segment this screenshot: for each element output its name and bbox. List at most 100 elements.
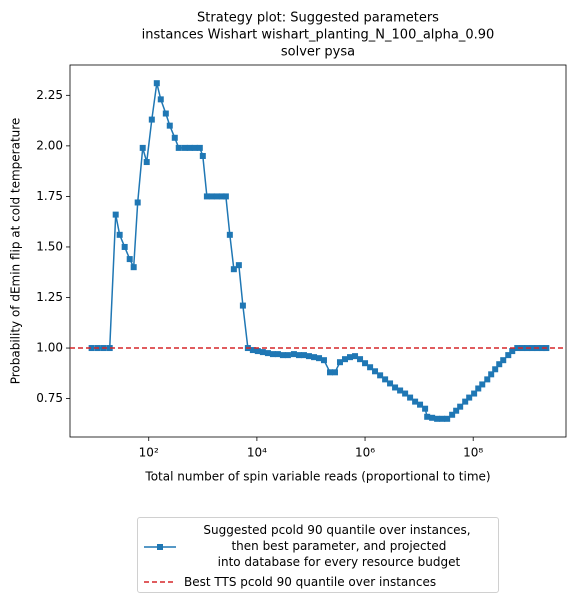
marker bbox=[121, 243, 128, 250]
marker bbox=[500, 357, 507, 364]
marker bbox=[392, 384, 399, 391]
legend-label: Best TTS pcold 90 quantile over instance… bbox=[184, 575, 437, 589]
y-tick-label: 2.00 bbox=[36, 138, 63, 152]
plot-frame bbox=[69, 64, 567, 438]
legend-symbols bbox=[144, 544, 176, 583]
marker bbox=[235, 262, 242, 269]
marker bbox=[88, 345, 95, 352]
marker bbox=[139, 144, 146, 151]
marker bbox=[316, 355, 323, 362]
chart-title: Strategy plot: Suggested parameters bbox=[197, 11, 439, 26]
x-axis-label: Total number of spin variable reads (pro… bbox=[144, 470, 490, 484]
marker bbox=[362, 360, 369, 367]
marker bbox=[372, 368, 379, 375]
marker bbox=[471, 390, 478, 397]
marker bbox=[230, 266, 237, 273]
y-tick-label: 2.25 bbox=[36, 88, 63, 102]
marker bbox=[352, 353, 359, 360]
legend-label: Suggested pcold 90 quantile over instanc… bbox=[203, 523, 471, 569]
marker bbox=[492, 366, 499, 373]
marker bbox=[249, 347, 256, 354]
marker bbox=[269, 351, 276, 358]
y-tick-label: 1.00 bbox=[36, 341, 63, 355]
marker bbox=[496, 361, 503, 368]
marker bbox=[162, 110, 169, 117]
marker bbox=[191, 144, 198, 151]
marker bbox=[357, 356, 364, 363]
marker bbox=[153, 80, 160, 87]
marker bbox=[331, 369, 338, 376]
marker bbox=[407, 394, 414, 401]
chart-title: solver pysa bbox=[281, 45, 355, 60]
marker bbox=[488, 371, 495, 378]
marker bbox=[327, 369, 334, 376]
marker bbox=[449, 411, 456, 418]
x-tick-label: 10² bbox=[139, 446, 159, 460]
marker bbox=[484, 376, 491, 383]
marker bbox=[259, 349, 266, 356]
marker bbox=[311, 354, 318, 361]
marker bbox=[342, 356, 349, 363]
legend: Suggested pcold 90 quantile over instanc… bbox=[137, 517, 499, 593]
marker bbox=[222, 193, 229, 200]
marker bbox=[175, 144, 182, 151]
marker bbox=[475, 385, 482, 392]
marker bbox=[397, 387, 404, 394]
marker bbox=[157, 96, 164, 103]
marker bbox=[300, 352, 307, 359]
marker bbox=[479, 381, 486, 388]
marker bbox=[279, 352, 286, 359]
marker bbox=[199, 152, 206, 159]
marker bbox=[181, 144, 188, 151]
marker bbox=[274, 351, 281, 358]
marker bbox=[462, 398, 469, 405]
marker bbox=[239, 302, 246, 309]
marker bbox=[284, 352, 291, 359]
x-tick-label: 10⁸ bbox=[463, 446, 483, 460]
marker bbox=[106, 345, 113, 352]
marker bbox=[203, 193, 210, 200]
marker bbox=[377, 372, 384, 379]
marker bbox=[264, 350, 271, 357]
marker bbox=[424, 413, 431, 420]
legend-marker bbox=[157, 544, 163, 550]
series-line bbox=[91, 83, 547, 420]
marker bbox=[116, 231, 123, 238]
marker bbox=[347, 354, 354, 361]
x-tick-label: 10⁶ bbox=[355, 446, 375, 460]
marker bbox=[382, 376, 389, 383]
marker bbox=[429, 414, 436, 421]
marker bbox=[148, 116, 155, 123]
marker bbox=[466, 394, 473, 401]
marker bbox=[514, 345, 521, 352]
chart-title: instances Wishart wishart_planting_N_100… bbox=[142, 28, 495, 43]
marker bbox=[422, 405, 429, 412]
y-tick-label: 1.25 bbox=[36, 290, 63, 304]
marker bbox=[412, 398, 419, 405]
marker bbox=[529, 345, 536, 352]
marker bbox=[171, 134, 178, 141]
marker bbox=[336, 359, 343, 366]
marker bbox=[417, 401, 424, 408]
marker bbox=[305, 353, 312, 360]
y-tick-label: 1.75 bbox=[36, 189, 63, 203]
marker bbox=[509, 348, 516, 355]
marker bbox=[112, 211, 119, 218]
marker bbox=[208, 193, 215, 200]
marker bbox=[186, 144, 193, 151]
marker bbox=[254, 348, 261, 355]
marker bbox=[143, 159, 150, 166]
marker bbox=[290, 351, 297, 358]
marker bbox=[226, 231, 233, 238]
marker bbox=[218, 193, 225, 200]
marker bbox=[444, 415, 451, 422]
marker bbox=[453, 407, 460, 414]
marker bbox=[134, 199, 141, 206]
y-tick-label: 1.50 bbox=[36, 239, 63, 253]
x-tick-label: 10⁴ bbox=[247, 446, 267, 460]
marker bbox=[295, 352, 302, 359]
marker bbox=[213, 193, 220, 200]
marker bbox=[457, 403, 464, 410]
